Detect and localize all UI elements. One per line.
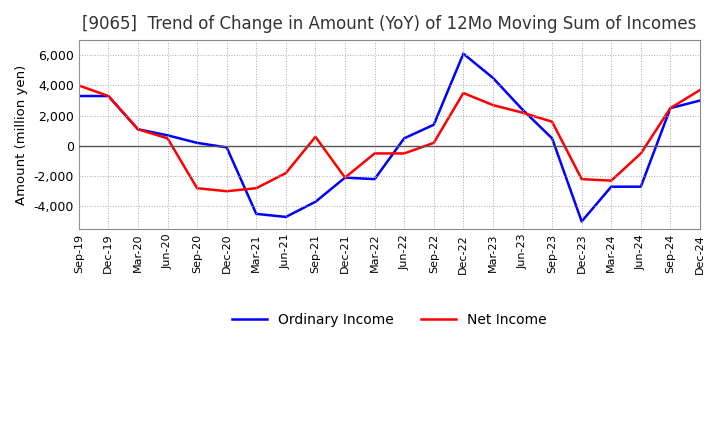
Net Income	[252, 186, 261, 191]
Ordinary Income	[370, 176, 379, 182]
Line: Net Income: Net Income	[78, 85, 700, 191]
Net Income	[607, 178, 616, 183]
Net Income	[636, 151, 645, 156]
Ordinary Income	[577, 219, 586, 224]
Ordinary Income	[696, 98, 704, 103]
Ordinary Income	[429, 122, 438, 127]
Net Income	[518, 110, 527, 115]
Title: [9065]  Trend of Change in Amount (YoY) of 12Mo Moving Sum of Incomes: [9065] Trend of Change in Amount (YoY) o…	[82, 15, 696, 33]
Net Income	[104, 93, 113, 99]
Ordinary Income	[489, 75, 498, 81]
Legend: Ordinary Income, Net Income: Ordinary Income, Net Income	[226, 308, 552, 333]
Net Income	[577, 176, 586, 182]
Net Income	[489, 103, 498, 108]
Ordinary Income	[193, 140, 202, 146]
Ordinary Income	[222, 145, 231, 150]
Ordinary Income	[341, 175, 349, 180]
Net Income	[193, 186, 202, 191]
Ordinary Income	[74, 93, 83, 99]
Net Income	[429, 140, 438, 146]
Ordinary Income	[134, 127, 143, 132]
Ordinary Income	[607, 184, 616, 189]
Ordinary Income	[459, 51, 468, 56]
Ordinary Income	[400, 136, 408, 141]
Net Income	[311, 134, 320, 139]
Net Income	[370, 151, 379, 156]
Ordinary Income	[548, 136, 557, 141]
Net Income	[282, 170, 290, 176]
Ordinary Income	[163, 133, 172, 138]
Ordinary Income	[518, 107, 527, 112]
Net Income	[548, 119, 557, 125]
Ordinary Income	[311, 199, 320, 205]
Ordinary Income	[666, 106, 675, 111]
Net Income	[222, 189, 231, 194]
Net Income	[696, 87, 704, 92]
Ordinary Income	[252, 211, 261, 216]
Ordinary Income	[282, 214, 290, 220]
Y-axis label: Amount (million yen): Amount (million yen)	[15, 64, 28, 205]
Net Income	[134, 127, 143, 132]
Net Income	[400, 151, 408, 156]
Ordinary Income	[104, 93, 113, 99]
Net Income	[74, 83, 83, 88]
Net Income	[459, 90, 468, 95]
Net Income	[163, 136, 172, 141]
Ordinary Income	[636, 184, 645, 189]
Net Income	[341, 175, 349, 180]
Line: Ordinary Income: Ordinary Income	[78, 54, 700, 221]
Net Income	[666, 106, 675, 111]
